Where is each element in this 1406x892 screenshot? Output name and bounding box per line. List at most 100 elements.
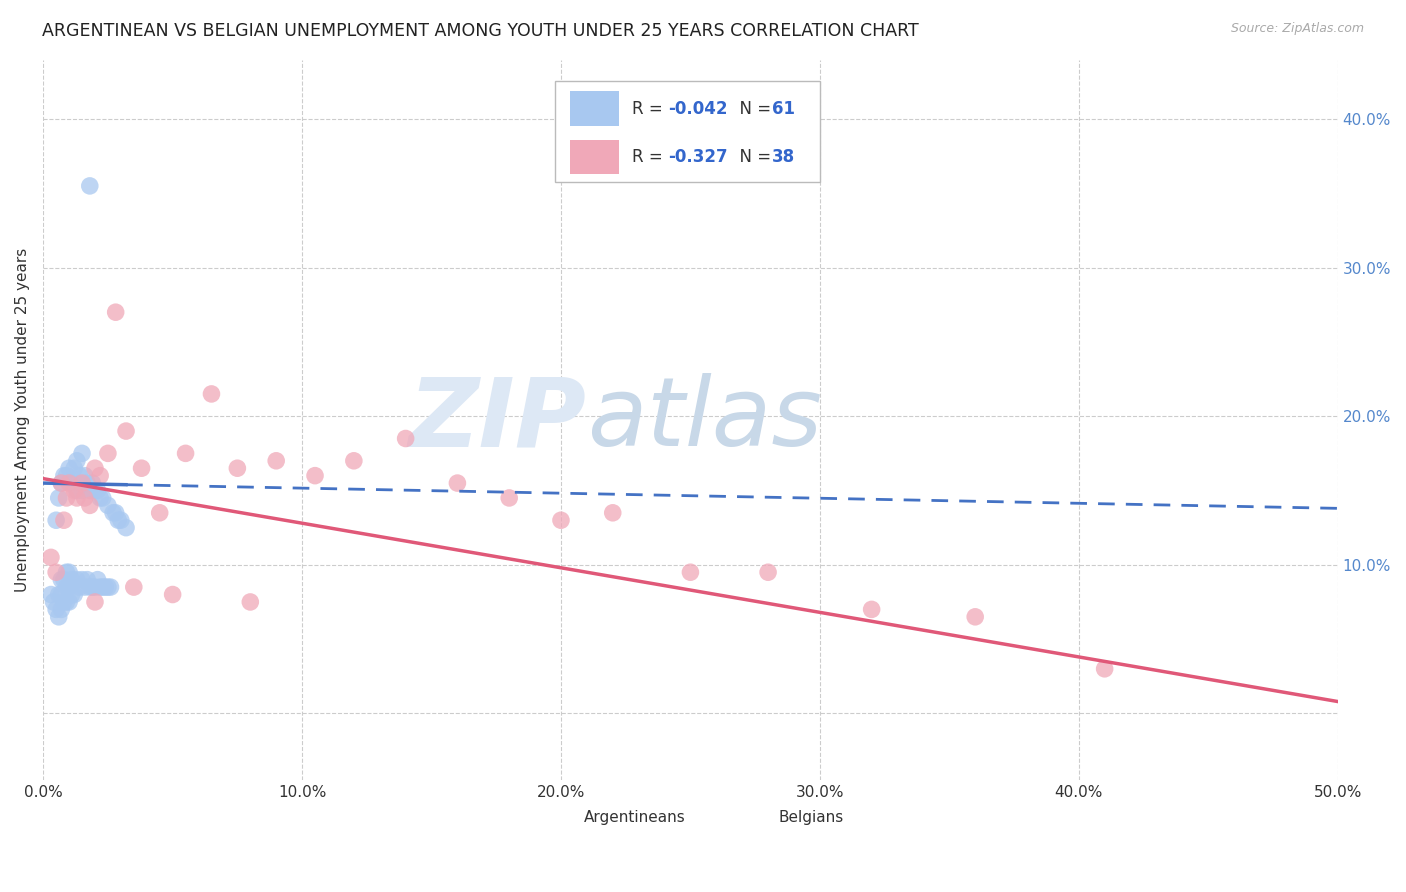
Point [51, 602, 73, 616]
Point [84, 483, 107, 498]
Point [58, 476, 80, 491]
Point [51, 476, 73, 491]
Text: R =: R = [633, 100, 668, 118]
Point [67, 468, 90, 483]
Point [82, 580, 104, 594]
Point [304, 468, 326, 483]
Point [107, 513, 129, 527]
Text: 61: 61 [772, 100, 794, 118]
Text: 38: 38 [772, 148, 794, 166]
Point [860, 602, 883, 616]
Point [66, 491, 89, 505]
Point [97, 446, 120, 460]
Point [48, 588, 70, 602]
Point [45, 566, 67, 580]
Point [73, 468, 96, 483]
Point [756, 566, 779, 580]
Point [67, 580, 90, 594]
Point [76, 573, 98, 587]
Point [79, 580, 101, 594]
Point [200, 387, 222, 401]
Point [86, 483, 108, 498]
Point [84, 595, 107, 609]
Point [91, 491, 114, 505]
Point [48, 609, 70, 624]
Point [89, 468, 111, 483]
Point [63, 461, 86, 475]
Point [39, 588, 62, 602]
Text: -0.042: -0.042 [668, 100, 728, 118]
Point [51, 588, 73, 602]
Text: ZIP: ZIP [409, 374, 586, 467]
Point [94, 580, 117, 594]
Point [79, 499, 101, 513]
Point [70, 573, 93, 587]
Point [60, 573, 83, 587]
Point [1094, 662, 1116, 676]
Point [97, 499, 120, 513]
Point [162, 588, 184, 602]
Y-axis label: Unemployment Among Youth under 25 years: Unemployment Among Youth under 25 years [15, 248, 30, 592]
Point [42, 595, 65, 609]
Point [79, 483, 101, 498]
Point [115, 521, 138, 535]
Point [58, 580, 80, 594]
FancyBboxPatch shape [735, 804, 772, 832]
Point [79, 178, 101, 193]
Point [66, 483, 89, 498]
Point [73, 491, 96, 505]
Point [66, 454, 89, 468]
Point [965, 609, 987, 624]
Point [70, 483, 93, 498]
Point [58, 566, 80, 580]
FancyBboxPatch shape [554, 81, 820, 182]
Point [115, 424, 138, 438]
Point [498, 491, 520, 505]
Point [58, 595, 80, 609]
Text: ARGENTINEAN VS BELGIAN UNEMPLOYMENT AMONG YOUTH UNDER 25 YEARS CORRELATION CHART: ARGENTINEAN VS BELGIAN UNEMPLOYMENT AMON… [42, 22, 920, 40]
Point [51, 573, 73, 587]
Point [45, 513, 67, 527]
Point [131, 461, 153, 475]
Point [104, 506, 127, 520]
Point [446, 476, 468, 491]
Point [82, 476, 104, 491]
Point [100, 580, 122, 594]
Point [52, 513, 75, 527]
Point [55, 491, 77, 505]
Point [60, 476, 83, 491]
Point [55, 566, 77, 580]
Point [395, 432, 418, 446]
Text: Argentineans: Argentineans [585, 810, 686, 825]
Point [149, 506, 172, 520]
Point [52, 595, 75, 609]
Point [84, 461, 107, 475]
Point [97, 580, 120, 594]
Point [343, 454, 366, 468]
Point [101, 506, 124, 520]
Point [84, 580, 107, 594]
Text: Belgians: Belgians [779, 810, 844, 825]
Point [70, 446, 93, 460]
Point [73, 580, 96, 594]
Point [39, 550, 62, 565]
Point [51, 476, 73, 491]
Point [239, 595, 262, 609]
FancyBboxPatch shape [569, 91, 619, 126]
Point [89, 580, 111, 594]
Point [45, 602, 67, 616]
Point [55, 580, 77, 594]
Point [91, 580, 114, 594]
Point [550, 513, 572, 527]
Point [110, 513, 132, 527]
Point [70, 476, 93, 491]
Text: N =: N = [730, 148, 776, 166]
Text: Source: ZipAtlas.com: Source: ZipAtlas.com [1230, 22, 1364, 36]
Point [602, 506, 624, 520]
Point [52, 468, 75, 483]
Point [55, 468, 77, 483]
Point [55, 595, 77, 609]
Point [58, 461, 80, 475]
Point [264, 454, 287, 468]
Point [226, 461, 249, 475]
